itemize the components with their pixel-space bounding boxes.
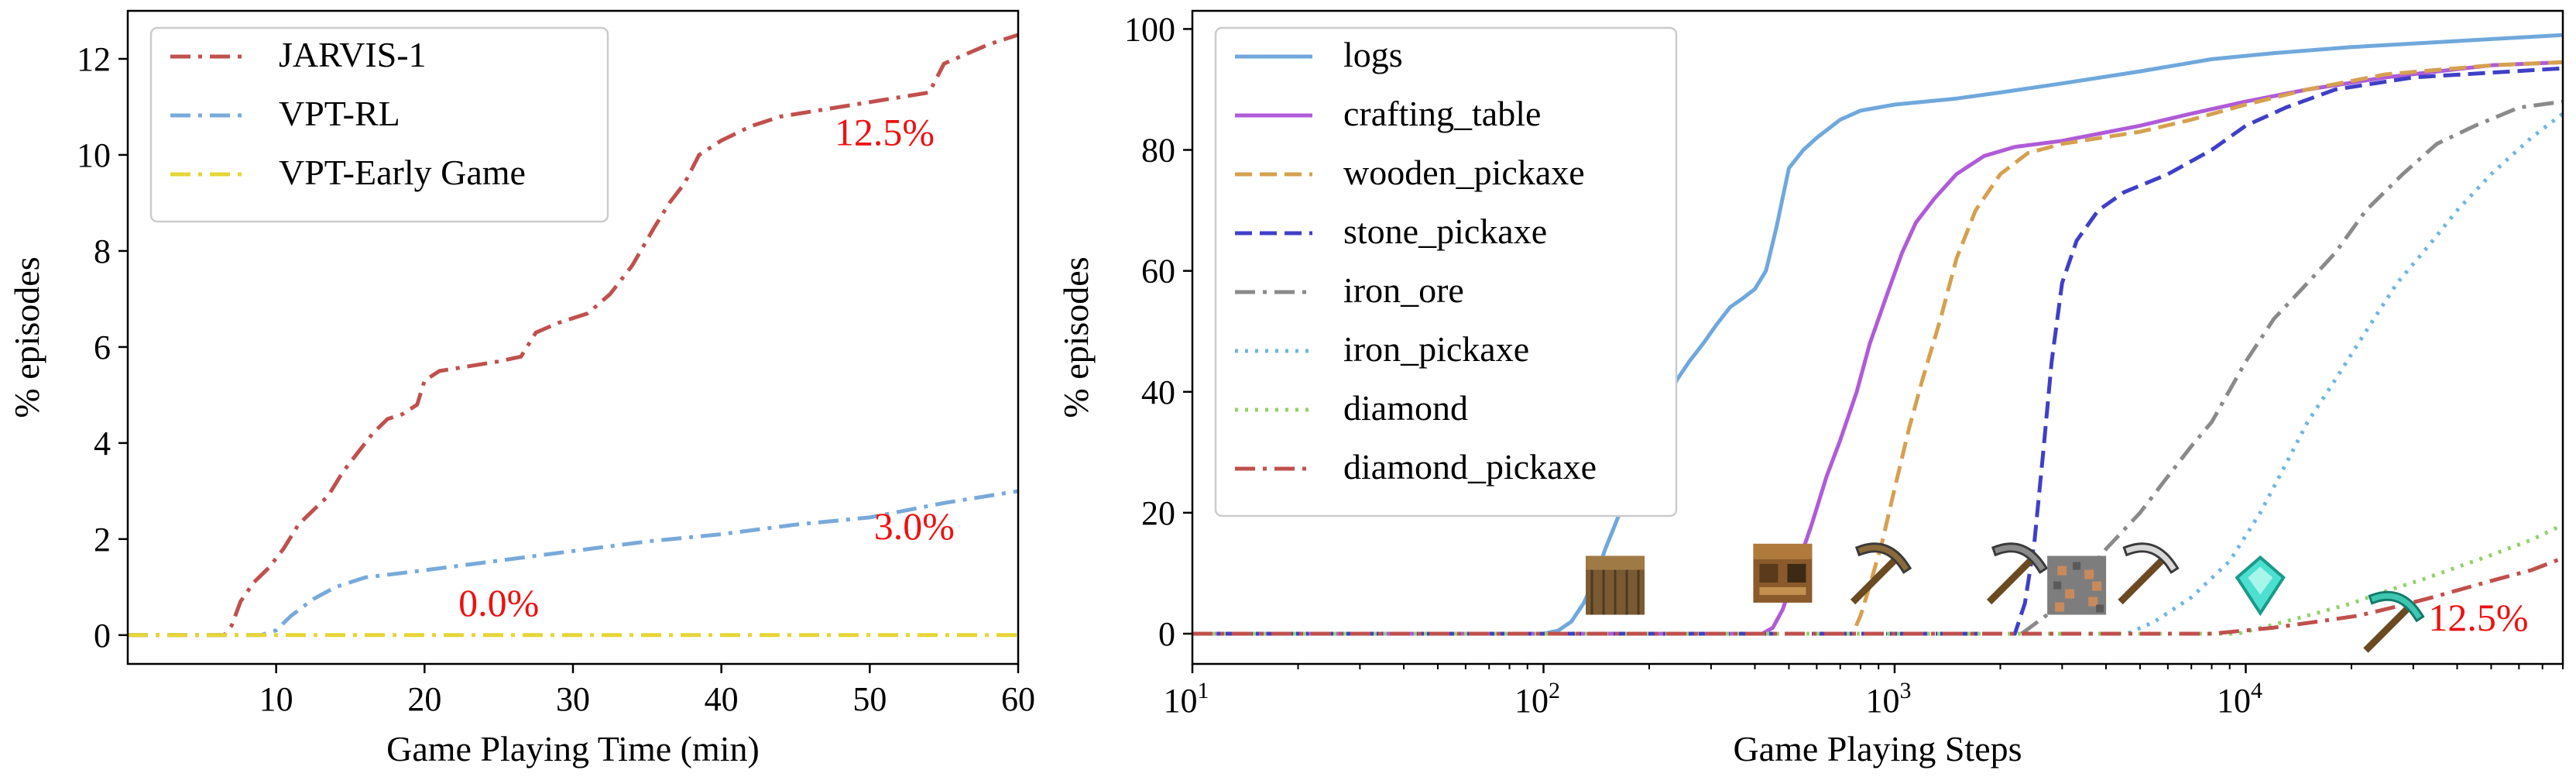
legend-label: diamond xyxy=(1343,388,1468,428)
y-tick-label: 100 xyxy=(1124,10,1175,48)
annotation-label: 12.5% xyxy=(2428,596,2528,639)
x-tick-label: 101 xyxy=(1164,678,1209,720)
y-tick-label: 60 xyxy=(1141,253,1175,291)
x-axis-label: Game Playing Steps xyxy=(1733,729,2022,769)
series-line-vpt-rl xyxy=(128,489,1019,638)
legend-label: VPT-RL xyxy=(279,94,400,133)
legend-label: VPT-Early Game xyxy=(279,153,526,192)
x-tick-label: 102 xyxy=(1514,678,1560,720)
x-tick-label: 103 xyxy=(1865,678,1911,720)
y-tick-label: 6 xyxy=(94,328,111,366)
y-tick-label: 8 xyxy=(94,232,111,270)
y-tick-label: 0 xyxy=(94,617,111,655)
annotation-label: 12.5% xyxy=(835,111,935,154)
annotation-label: 0.0% xyxy=(458,581,539,624)
chart-panel-2: 0 20 40 60 80 100 101 102 103 104 Game Playing Ste… xyxy=(1056,9,2564,769)
legend-label: iron_pickaxe xyxy=(1343,329,1529,369)
log-block-icon xyxy=(1586,555,1645,615)
stone-pickaxe-icon xyxy=(1986,542,2049,605)
x-tick-label: 10 xyxy=(259,680,293,718)
legend: JARVIS-1 VPT-RL VPT-Early Game xyxy=(149,26,609,223)
wooden-pickaxe-icon xyxy=(1850,542,1912,605)
iron-pickaxe-icon xyxy=(2118,542,2180,605)
x-tick-label: 40 xyxy=(705,680,739,718)
chart-panel-1: 0 2 4 6 8 10 12 10 20 30 40 50 60 Game Playing Time (… xyxy=(7,9,1035,769)
y-axis-label: % episodes xyxy=(7,256,46,418)
iron-ore-block-icon xyxy=(2047,555,2107,615)
x-tick-label: 50 xyxy=(852,680,887,718)
y-tick-label: 40 xyxy=(1141,373,1175,411)
x-axis-label: Game Playing Time (min) xyxy=(386,729,760,769)
x-tick-label: 104 xyxy=(2217,678,2262,720)
series-line-diamond-pickaxe xyxy=(1192,556,2564,636)
y-tick-label: 80 xyxy=(1141,132,1175,170)
y-tick-label: 20 xyxy=(1141,494,1175,532)
legend-label: logs xyxy=(1343,35,1403,74)
annotation-label: 3.0% xyxy=(874,504,955,548)
x-tick-label: 30 xyxy=(556,680,590,718)
y-tick-label: 2 xyxy=(94,521,111,559)
diamond-icon xyxy=(2235,555,2286,617)
legend-label: stone_pickaxe xyxy=(1343,211,1547,251)
axes-frame xyxy=(1191,9,2564,665)
legend-label: iron_ore xyxy=(1343,270,1464,310)
y-tick-label: 12 xyxy=(77,40,111,78)
x-tick-label: 60 xyxy=(1001,680,1035,718)
legend-label: diamond_pickaxe xyxy=(1343,447,1597,487)
series-line-jarvis-1 xyxy=(128,33,1019,638)
legend-label: crafting_table xyxy=(1343,94,1541,133)
y-tick-label: 10 xyxy=(77,136,111,174)
x-tick-label: 20 xyxy=(407,680,441,718)
legend-label: JARVIS-1 xyxy=(279,35,427,74)
y-axis-label: % episodes xyxy=(1056,256,1096,418)
y-tick-label: 0 xyxy=(1158,615,1175,653)
series-line-iron-pickaxe xyxy=(1192,112,2564,636)
legend-box xyxy=(1214,26,1678,518)
series-line-iron-ore xyxy=(1192,99,2564,636)
diamond-pickaxe-icon xyxy=(2363,590,2425,653)
crafting-table-icon xyxy=(1753,543,1813,603)
y-tick-label: 4 xyxy=(94,425,111,462)
legend-box xyxy=(149,26,609,223)
legend: logs crafting_table wooden_pickaxe stone_pi… xyxy=(1214,26,1678,518)
legend-label: wooden_pickaxe xyxy=(1343,153,1585,192)
series-line-wooden-pickaxe xyxy=(1192,60,2564,636)
